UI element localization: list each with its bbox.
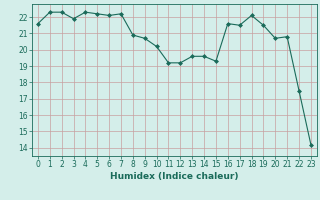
X-axis label: Humidex (Indice chaleur): Humidex (Indice chaleur) (110, 172, 239, 181)
